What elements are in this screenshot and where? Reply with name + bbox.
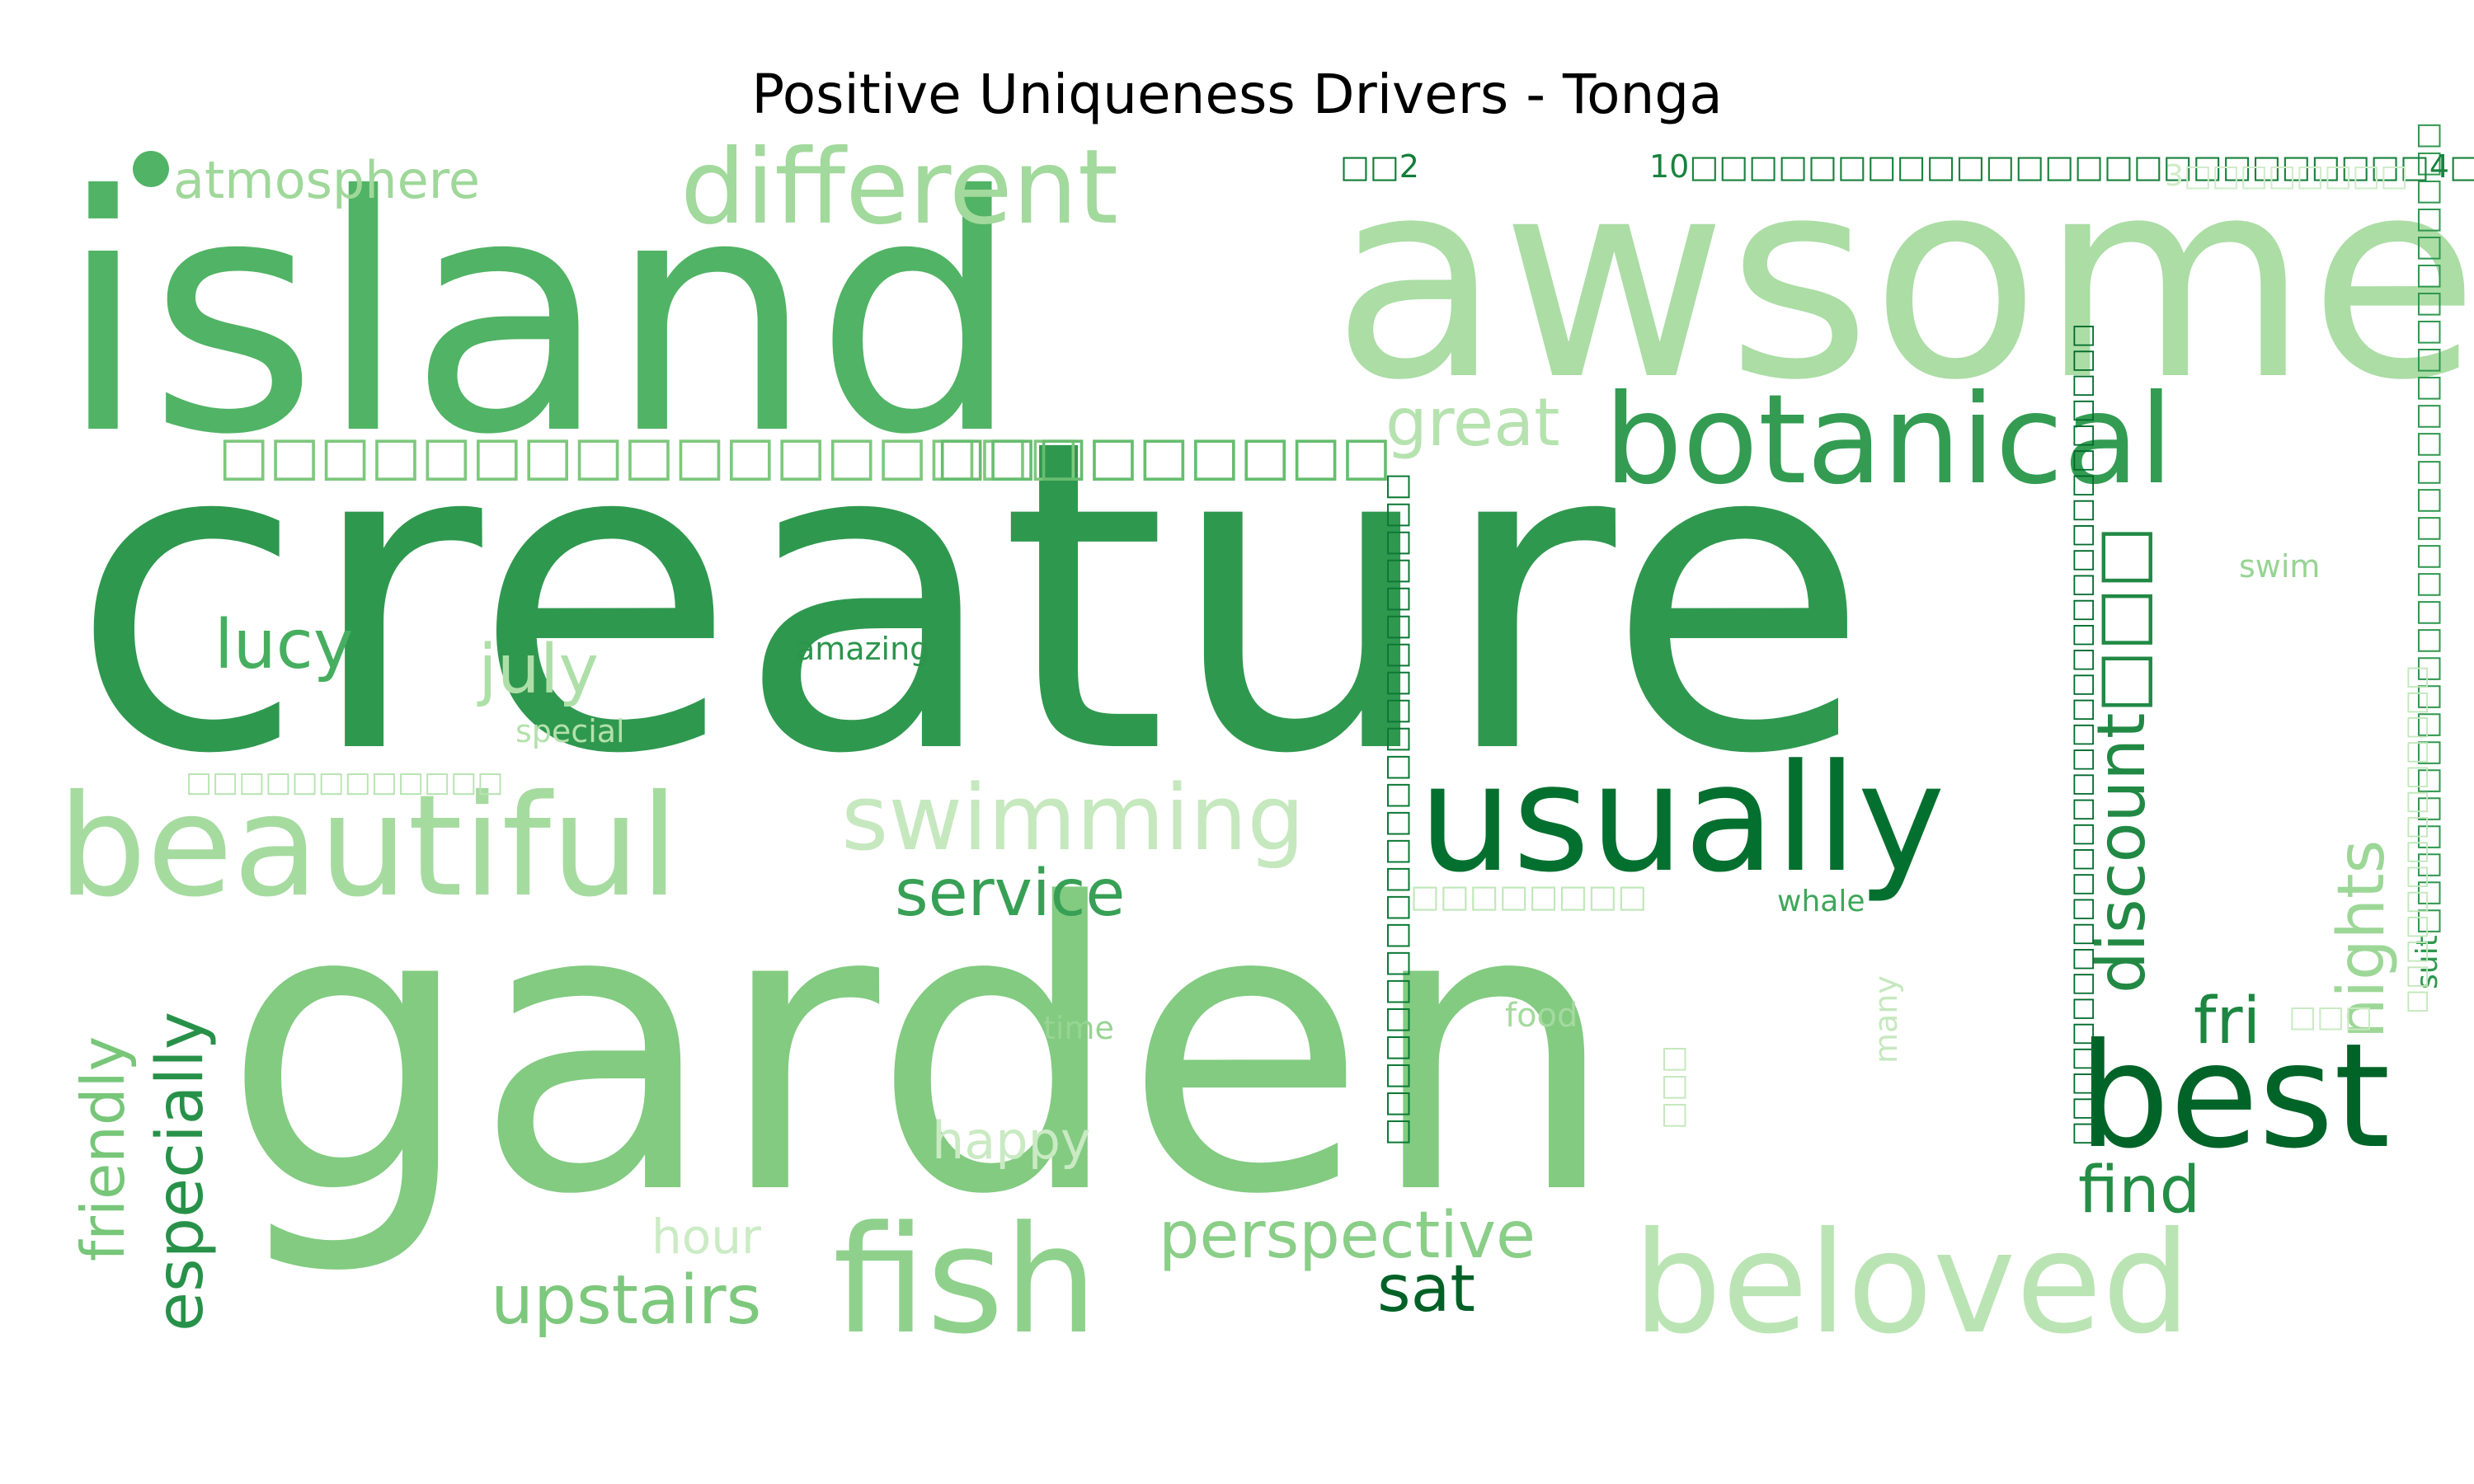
cloud-word: july bbox=[477, 631, 599, 709]
cloud-word: upstairs bbox=[491, 1261, 761, 1340]
dot-glyph bbox=[133, 151, 169, 187]
cloud-word: special bbox=[515, 713, 625, 749]
cloud-word: □□□ bbox=[1656, 1045, 1690, 1129]
cloud-word: different bbox=[680, 128, 1118, 247]
cloud-word: lucy bbox=[214, 606, 353, 684]
cloud-word: awsome bbox=[1332, 120, 2474, 441]
cloud-word: friendly bbox=[68, 1036, 138, 1261]
cloud-word: best bbox=[2078, 1013, 2391, 1181]
cloud-word: □□□□□□□□□□□□ bbox=[186, 766, 504, 799]
cloud-word: food bbox=[1505, 997, 1578, 1035]
cloud-word: usually bbox=[1418, 733, 1945, 905]
cloud-word: □□□□□□□□□ bbox=[936, 425, 1392, 487]
cloud-word: sat bbox=[1377, 1252, 1475, 1327]
cloud-word: amazing bbox=[796, 631, 929, 667]
cloud-word: 10□□□□□□□□□□□□□□□□□□□□□□□□□4□ bbox=[1649, 148, 2474, 185]
cloud-word: 3□□□□□□□□ bbox=[2165, 159, 2408, 193]
cloud-word: perspective bbox=[1159, 1199, 1536, 1273]
cloud-word: discount□□□ bbox=[2083, 526, 2160, 993]
cloud-word: fish bbox=[833, 1195, 1098, 1367]
cloud-word: find bbox=[2078, 1153, 2200, 1228]
cloud-word: □□□□□□□□□□□□□□□□□ bbox=[219, 425, 1079, 487]
cloud-word: □□□□□□□□ bbox=[1410, 878, 1647, 914]
cloud-word: great bbox=[1385, 384, 1560, 461]
cloud-word: many bbox=[1868, 975, 1904, 1064]
cloud-word: whale bbox=[1777, 885, 1865, 918]
cloud-word: especially bbox=[143, 1012, 218, 1331]
cloud-word: fri bbox=[2194, 984, 2260, 1059]
cloud-word: □□□□□□□□□□□□□□ bbox=[2400, 665, 2431, 1014]
cloud-word: beloved bbox=[1633, 1202, 2191, 1365]
cloud-word: garden bbox=[223, 820, 1618, 1281]
cloud-word: botanical bbox=[1604, 369, 2174, 512]
chart-title: Positive Uniqueness Drivers - Tonga bbox=[751, 63, 1723, 126]
cloud-word: atmosphere bbox=[173, 150, 480, 210]
cloud-word: creature bbox=[70, 348, 1870, 848]
cloud-word: □□□□□□□□□□□□□□□□□□□□□□□□□□□□□□□□□ bbox=[2066, 323, 2097, 1146]
cloud-word: beautiful bbox=[58, 765, 679, 928]
cloud-word: time bbox=[1043, 1010, 1114, 1046]
cloud-word: □□□ bbox=[2288, 1000, 2373, 1034]
cloud-word: □□2 bbox=[1340, 148, 1419, 185]
cloud-word: nights bbox=[2325, 840, 2399, 1039]
cloud-word: service bbox=[895, 857, 1125, 931]
cloud-word: suit□□□□□□□□□□□□□□□□□□□□□□□□□□□□□ bbox=[2411, 122, 2444, 989]
cloud-word: hour bbox=[651, 1209, 761, 1265]
cloud-word: happy bbox=[932, 1111, 1091, 1171]
cloud-word: □□□□□□□□□□□□□□□□□□□□□□□□ bbox=[1380, 473, 1413, 1146]
cloud-word: swimming bbox=[841, 765, 1305, 871]
cloud-word: swim bbox=[2239, 548, 2320, 585]
cloud-word: island bbox=[58, 127, 1021, 506]
